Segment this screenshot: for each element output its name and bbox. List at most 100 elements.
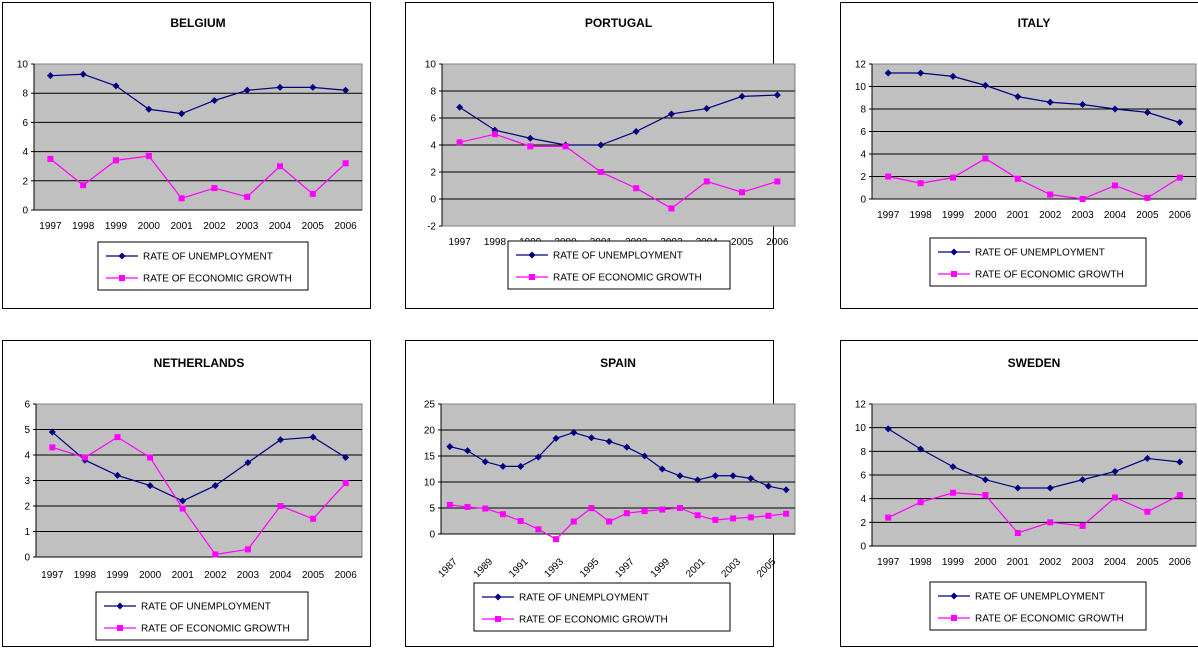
unemployment-point — [526, 134, 534, 142]
growth-point — [47, 155, 54, 162]
y-tick-label: 1 — [24, 527, 30, 538]
y-tick-label: 2 — [430, 168, 436, 179]
y-tick-label: -2 — [427, 222, 436, 233]
growth-line — [50, 155, 347, 200]
unemployment-point — [277, 436, 284, 444]
y-tick-label: 12 — [855, 60, 867, 71]
x-tick-label: 2006 — [1169, 210, 1192, 221]
y-tick-label: 6 — [22, 118, 28, 129]
growth-point — [917, 180, 924, 187]
unemployment-line — [50, 73, 346, 115]
x-tick-label: 2005 — [1136, 557, 1159, 568]
growth-point — [309, 190, 316, 197]
unemployment-point — [79, 70, 87, 78]
growth-point — [114, 434, 121, 441]
x-tick-label: 2006 — [335, 570, 358, 581]
legend-label: RATE OF ECONOMIC GROWTH — [143, 274, 292, 285]
unemployment-point — [534, 453, 542, 461]
chart-portugal: PORTUGAL-2024681019971998199920002001200… — [405, 2, 796, 309]
growth-point — [277, 163, 283, 170]
x-tick-label: 2002 — [1039, 210, 1062, 221]
y-tick-label: 6 — [24, 400, 30, 411]
growth-point — [342, 160, 349, 167]
legend-marker — [950, 248, 958, 256]
growth-line — [459, 133, 778, 210]
growth-point — [491, 131, 498, 138]
growth-point — [765, 512, 772, 519]
y-tick-label: 8 — [430, 87, 436, 98]
x-tick-label: 2003 — [236, 221, 259, 232]
unemployment-point — [667, 110, 675, 118]
growth-point — [703, 178, 710, 185]
unemployment-line — [459, 94, 778, 146]
unemployment-point — [587, 434, 595, 442]
legend-label: RATE OF ECONOMIC GROWTH — [975, 614, 1124, 625]
legend-marker — [528, 251, 536, 259]
y-tick-label: 10 — [17, 60, 29, 71]
x-tick-label: 2002 — [1039, 557, 1062, 568]
unemployment-point — [703, 105, 711, 113]
x-tick-label: 2001 — [1007, 210, 1030, 221]
y-tick-label: 6 — [430, 114, 436, 125]
x-tick-label: 2003 — [237, 570, 260, 581]
growth-point — [676, 505, 683, 511]
unemployment-point — [1176, 458, 1184, 466]
legend-marker — [951, 615, 957, 621]
unemployment-point — [552, 434, 560, 442]
unemployment-point — [145, 105, 153, 113]
x-tick-label: 2005 — [731, 237, 754, 248]
growth-point — [730, 515, 737, 522]
growth-point — [950, 489, 956, 496]
unemployment-point — [46, 72, 54, 80]
x-tick-label: 2006 — [334, 221, 357, 232]
unemployment-point — [658, 465, 666, 473]
x-tick-label: 1997 — [41, 570, 64, 581]
x-tick-label: 1998 — [484, 237, 507, 248]
x-tick-label: 2005 — [302, 221, 325, 232]
x-tick-label: 2003 — [1071, 210, 1094, 221]
growth-point — [917, 499, 924, 506]
growth-point — [885, 173, 892, 180]
growth-point — [499, 511, 506, 518]
x-tick-label: 1997 — [39, 221, 62, 232]
growth-point — [641, 508, 648, 515]
y-tick-label: 4 — [22, 147, 28, 158]
y-tick-label: 4 — [860, 494, 866, 505]
unemployment-point — [917, 69, 925, 77]
unemployment-point — [605, 437, 613, 445]
unemployment-point — [747, 474, 755, 482]
unemployment-point — [210, 97, 218, 104]
unemployment-point — [179, 497, 187, 505]
growth-point — [1079, 522, 1086, 529]
legend-label: RATE OF UNEMPLOYMENT — [141, 602, 271, 613]
legend-marker — [951, 271, 957, 277]
legend-label: RATE OF ECONOMIC GROWTH — [519, 615, 668, 626]
unemployment-point — [597, 141, 605, 149]
x-tick-label: 1998 — [909, 557, 932, 568]
x-tick-label: 1998 — [909, 210, 932, 221]
unemployment-point — [632, 128, 640, 135]
x-tick-label: 2003 — [1071, 557, 1094, 568]
chart-sweden: SWEDEN 0 2 4 6 8 10 12 1997 1998 1999 2000 2001 2002 2… — [840, 340, 1198, 647]
growth-point — [145, 152, 152, 159]
growth-point — [212, 551, 219, 558]
x-tick-label: 1999 — [942, 210, 965, 221]
y-tick-label: 4 — [24, 451, 30, 462]
x-tick-label: 2000 — [974, 210, 997, 221]
unemployment-point — [949, 72, 957, 80]
y-tick-label: 10 — [855, 82, 867, 93]
y-tick-label: 0 — [22, 206, 28, 217]
y-tick-label: 0 — [24, 553, 30, 564]
unemployment-line — [51, 431, 347, 502]
x-tick-label: 2004 — [1104, 557, 1127, 568]
y-tick-label: 0 — [430, 195, 436, 206]
growth-point — [1144, 194, 1151, 201]
growth-point — [747, 514, 754, 521]
unemployment-point — [309, 433, 317, 441]
legend-label: RATE OF ECONOMIC GROWTH — [553, 273, 702, 284]
unemployment-point — [981, 476, 989, 484]
growth-point — [712, 516, 719, 523]
chart-title: BELGIUM — [170, 16, 225, 30]
x-tick-label: 1999 — [106, 570, 129, 581]
